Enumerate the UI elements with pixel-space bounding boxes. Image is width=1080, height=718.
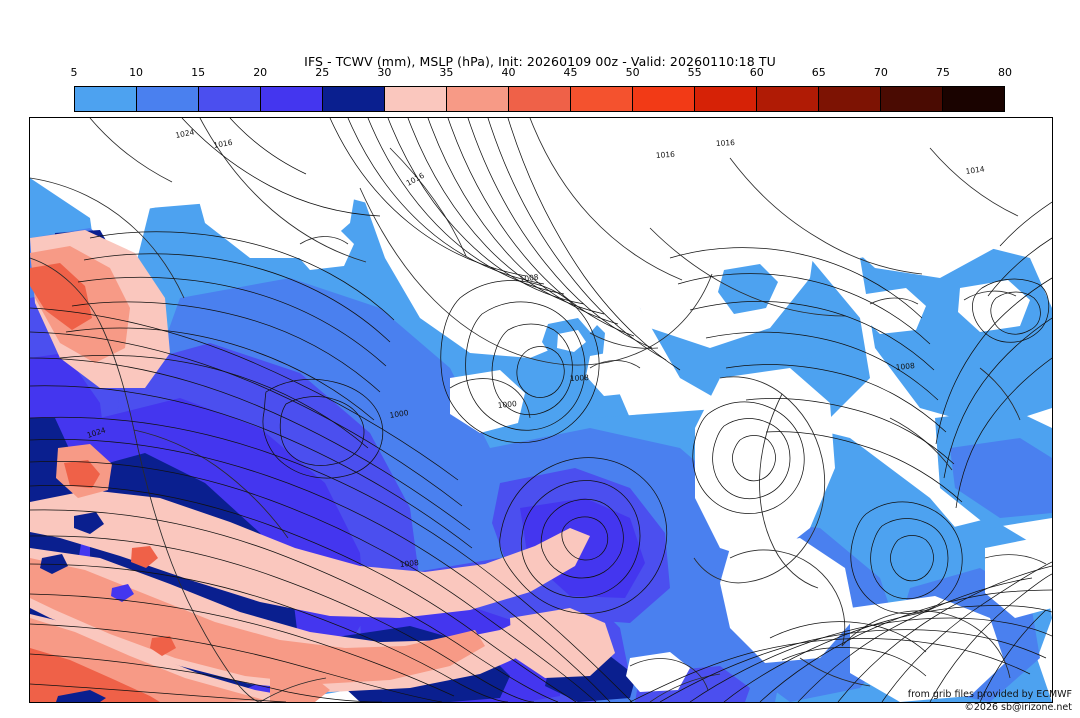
colorbar-tick-50: 50 bbox=[625, 66, 640, 79]
svg-text:1000: 1000 bbox=[497, 399, 517, 410]
colorbar-tick-70: 70 bbox=[873, 66, 888, 79]
colorbar-segment-5-10 bbox=[75, 87, 137, 111]
colorbar-segment-70-75 bbox=[881, 87, 943, 111]
colorbar-tick-25: 25 bbox=[315, 66, 330, 79]
colorbar-segment-25-30 bbox=[323, 87, 385, 111]
colorbar-segment-60-65 bbox=[757, 87, 819, 111]
map-canvas: 1024 1016 1016 1016 1016 1014 1008 1008 … bbox=[30, 118, 1052, 702]
svg-text:1024: 1024 bbox=[175, 127, 196, 140]
colorbar-segment-35-40 bbox=[447, 87, 509, 111]
weather-map[interactable]: 1024 1016 1016 1016 1016 1014 1008 1008 … bbox=[29, 117, 1053, 703]
svg-text:1008: 1008 bbox=[519, 272, 539, 284]
colorbar-tick-45: 45 bbox=[563, 66, 578, 79]
colorbar-segment-55-60 bbox=[695, 87, 757, 111]
colorbar-segment-50-55 bbox=[633, 87, 695, 111]
colorbar-segment-65-70 bbox=[819, 87, 881, 111]
colorbar-segment-10-15 bbox=[137, 87, 199, 111]
colorbar-tick-15: 15 bbox=[191, 66, 206, 79]
svg-text:1008: 1008 bbox=[895, 361, 915, 372]
colorbar: 5 10 15 20 25 30 35 40 45 50 55 60 65 70 75 80 bbox=[71, 66, 1012, 112]
colorbar-tick-10: 10 bbox=[129, 66, 144, 79]
coastline-layer bbox=[30, 118, 1047, 702]
svg-text:1014: 1014 bbox=[965, 164, 985, 176]
colorbar-tick-35: 35 bbox=[439, 66, 454, 79]
svg-text:1016: 1016 bbox=[656, 150, 676, 160]
colorbar-tick-20: 20 bbox=[253, 66, 268, 79]
tcwv-fill-layer bbox=[30, 118, 1052, 702]
colorbar-tick-65: 65 bbox=[811, 66, 826, 79]
colorbar-tick-30: 30 bbox=[377, 66, 392, 79]
mslp-isobar-layer bbox=[30, 118, 1052, 702]
colorbar-segment-45-50 bbox=[571, 87, 633, 111]
colorbar-segments bbox=[74, 86, 1005, 112]
colorbar-tick-55: 55 bbox=[687, 66, 702, 79]
svg-text:1008: 1008 bbox=[399, 558, 419, 569]
colorbar-tick-5: 5 bbox=[70, 66, 78, 79]
svg-text:1000: 1000 bbox=[389, 408, 409, 420]
page-title: IFS - TCWV (mm), MSLP (hPa), Init: 20260… bbox=[304, 54, 776, 69]
colorbar-segment-75-80 bbox=[943, 87, 1004, 111]
colorbar-segment-20-25 bbox=[261, 87, 323, 111]
colorbar-tick-80: 80 bbox=[998, 66, 1012, 79]
colorbar-segment-30-35 bbox=[385, 87, 447, 111]
colorbar-segment-15-20 bbox=[199, 87, 261, 111]
colorbar-tick-60: 60 bbox=[749, 66, 764, 79]
svg-text:1008: 1008 bbox=[570, 373, 590, 383]
dry-land-areas bbox=[30, 118, 1052, 702]
colorbar-tick-75: 75 bbox=[935, 66, 950, 79]
colorbar-tick-labels: 5 10 15 20 25 30 35 40 45 50 55 60 65 70 75 80 bbox=[70, 66, 1013, 82]
colorbar-segment-40-45 bbox=[509, 87, 571, 111]
svg-text:1016: 1016 bbox=[716, 138, 736, 148]
svg-text:1016: 1016 bbox=[213, 138, 234, 150]
colorbar-tick-40: 40 bbox=[501, 66, 516, 79]
